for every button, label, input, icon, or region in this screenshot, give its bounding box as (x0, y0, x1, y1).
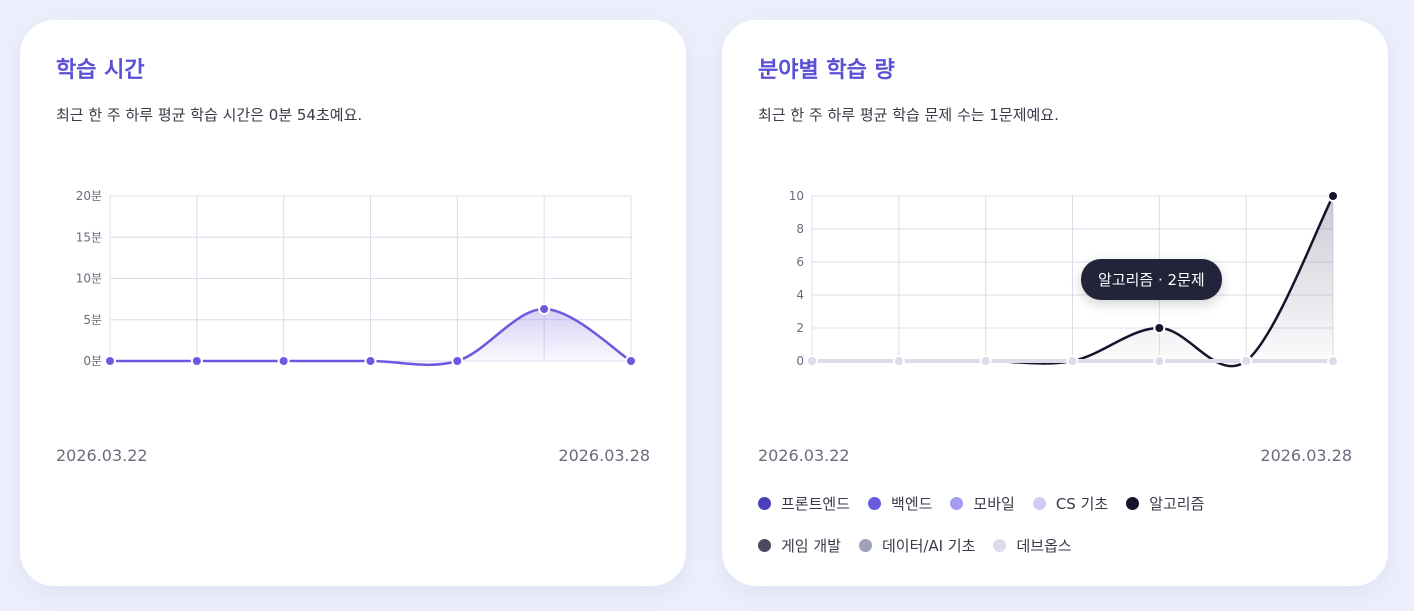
study-time-card: 학습 시간 최근 한 주 하루 평균 학습 시간은 0분 54초예요. 0분 5분… (20, 20, 686, 586)
y-tick-label: 20분 (76, 189, 102, 203)
study-time-start-date: 2026.03.22 (56, 446, 148, 465)
data-point (1240, 355, 1253, 367)
legend-color-dot (950, 496, 964, 510)
legend-color-dot (1032, 496, 1046, 510)
legend-color-dot (993, 538, 1007, 552)
legend-item[interactable]: 데브옵스 (993, 535, 1072, 556)
legend-item[interactable]: 모바일 (950, 493, 1015, 514)
y-tick-label: 0 (796, 354, 804, 368)
y-tick-label: 10 (789, 189, 804, 203)
legend-label: 게임 개발 (781, 536, 841, 555)
y-tick-label: 5분 (83, 313, 102, 327)
data-point (1153, 322, 1166, 334)
data-point (190, 355, 203, 367)
legend-item[interactable]: 게임 개발 (758, 535, 841, 556)
topic-volume-description: 최근 한 주 하루 평균 학습 문제 수는 1문제예요. (758, 106, 1059, 124)
data-point (979, 355, 992, 367)
data-point (806, 355, 818, 367)
legend-label: 백엔드 (891, 494, 933, 513)
data-point (1327, 355, 1339, 367)
legend-label: CS 기초 (1055, 494, 1109, 513)
y-tick-label: 15분 (76, 230, 102, 244)
legend-label: 알고리즘 (1149, 494, 1205, 513)
legend-color-dot (1126, 496, 1140, 510)
study-time-title: 학습 시간 (56, 58, 145, 83)
topic-volume-start-date: 2026.03.22 (758, 446, 850, 465)
topic-volume-end-date: 2026.03.28 (1260, 446, 1352, 465)
legend-label: 데이터/AI 기초 (881, 536, 976, 555)
legend-color-dot (758, 538, 771, 552)
series-area (110, 309, 631, 365)
data-point (277, 355, 290, 367)
topic-volume-card: 분야별 학습 량 최근 한 주 하루 평균 학습 문제 수는 1문제예요. 0 2… (722, 20, 1388, 586)
topic-volume-title: 분야별 학습 량 (758, 58, 895, 83)
legend-label: 데브옵스 (1016, 536, 1072, 555)
legend-color-dot (858, 538, 872, 552)
legend-item[interactable]: 알고리즘 (1126, 493, 1204, 514)
y-tick-label: 8 (796, 222, 804, 236)
study-time-chart: 0분 5분 10분 15분 20분 (76, 189, 637, 368)
data-point (1066, 355, 1079, 367)
data-point (364, 355, 377, 367)
data-point (625, 355, 637, 367)
legend-color-dot (758, 496, 771, 510)
data-point (1327, 190, 1339, 202)
y-tick-label: 10분 (76, 272, 102, 286)
legend-item[interactable]: 데이터/AI 기초 (858, 535, 976, 556)
data-point (1153, 355, 1166, 367)
topic-legend: 프론트엔드 백엔드 모바일 CS 기초 알고리즘 게임 개발 데이터/AI 기초 데브옵스 (758, 492, 1358, 576)
study-time-description: 최근 한 주 하루 평균 학습 시간은 0분 54초예요. (56, 106, 363, 124)
legend-label: 프론트엔드 (781, 494, 851, 513)
legend-item[interactable]: CS 기초 (1032, 493, 1109, 514)
series-area (812, 196, 1333, 367)
data-point (451, 355, 464, 367)
data-point (538, 303, 551, 316)
legend-item[interactable]: 프론트엔드 (758, 493, 850, 514)
y-tick-label: 0분 (83, 354, 102, 368)
y-tick-label: 4 (796, 288, 804, 302)
data-point (892, 355, 905, 367)
y-tick-label: 2 (796, 321, 804, 335)
legend-color-dot (868, 496, 882, 510)
legend-row: 게임 개발 데이터/AI 기초 데브옵스 (758, 534, 1358, 556)
y-tick-label: 6 (796, 255, 804, 269)
legend-row: 프론트엔드 백엔드 모바일 CS 기초 알고리즘 (758, 492, 1358, 514)
study-time-end-date: 2026.03.28 (558, 446, 650, 465)
legend-label: 모바일 (973, 494, 1015, 513)
data-point (104, 355, 116, 367)
topic-volume-chart: 0 2 4 6 8 10 (789, 189, 1339, 368)
chart-tooltip: 알고리즘 · 2문제 (1081, 259, 1222, 300)
legend-item[interactable]: 백엔드 (868, 493, 932, 514)
